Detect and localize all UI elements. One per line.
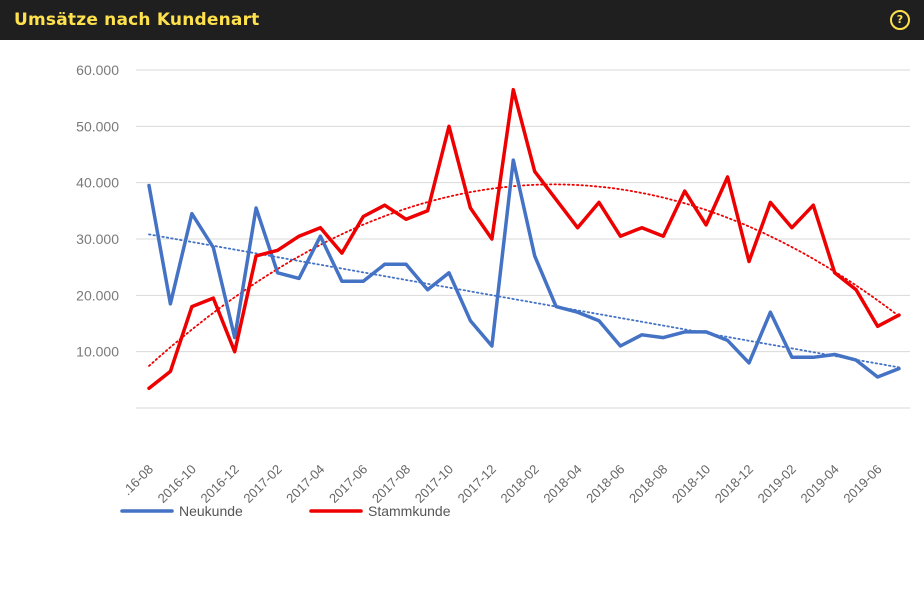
- y-tick-label: 40.000: [76, 175, 119, 191]
- x-tick-label: 2018-04: [540, 462, 584, 506]
- x-tick-label: 2017-04: [283, 462, 327, 506]
- trendline-stammkunde: [148, 183, 900, 367]
- x-tick-label: 2018-08: [626, 462, 670, 506]
- x-tick-label: .16-08: [119, 462, 156, 499]
- x-tick-label: 2017-10: [412, 462, 456, 506]
- legend-label-neukunde: Neukunde: [179, 503, 243, 519]
- line-chart: 10.000 20.000 30.000 40.000 50.000 60.000 .16…: [76, 62, 910, 519]
- panel-title: Umsätze nach Kundenart: [14, 10, 260, 30]
- legend-label-stammkunde: Stammkunde: [368, 503, 451, 519]
- y-tick-label: 30.000: [76, 231, 119, 247]
- x-tick-label: 2019-02: [755, 462, 799, 506]
- x-tick-label: 2018-06: [583, 462, 627, 506]
- chart-area: 10.000 20.000 30.000 40.000 50.000 60.000 .16…: [0, 40, 924, 605]
- x-tick-label: 2017-02: [240, 462, 284, 506]
- x-tick-label: 2019-06: [840, 462, 884, 506]
- y-tick-label: 20.000: [76, 287, 119, 303]
- series-line-neukunde: [147, 158, 901, 379]
- panel-header: Umsätze nach Kundenart ?: [0, 0, 924, 40]
- x-tick-label: 2017-06: [326, 462, 370, 506]
- x-tick-label: 2018-12: [712, 462, 756, 506]
- x-tick-label: 2018-10: [669, 462, 713, 506]
- x-tick-label: 2019-04: [797, 462, 841, 506]
- y-tick-label: 50.000: [76, 118, 119, 134]
- x-tick-label: 2017-12: [455, 462, 499, 506]
- help-icon[interactable]: ?: [890, 10, 910, 30]
- x-tick-label: 2016-10: [155, 462, 199, 506]
- x-tick-label: 2016-12: [197, 462, 241, 506]
- y-tick-label: 60.000: [76, 62, 119, 78]
- x-tick-label: 2018-02: [497, 462, 541, 506]
- x-tick-label: 2017-08: [369, 462, 413, 506]
- series-line-stammkunde: [147, 87, 901, 391]
- y-tick-label: 10.000: [76, 344, 119, 360]
